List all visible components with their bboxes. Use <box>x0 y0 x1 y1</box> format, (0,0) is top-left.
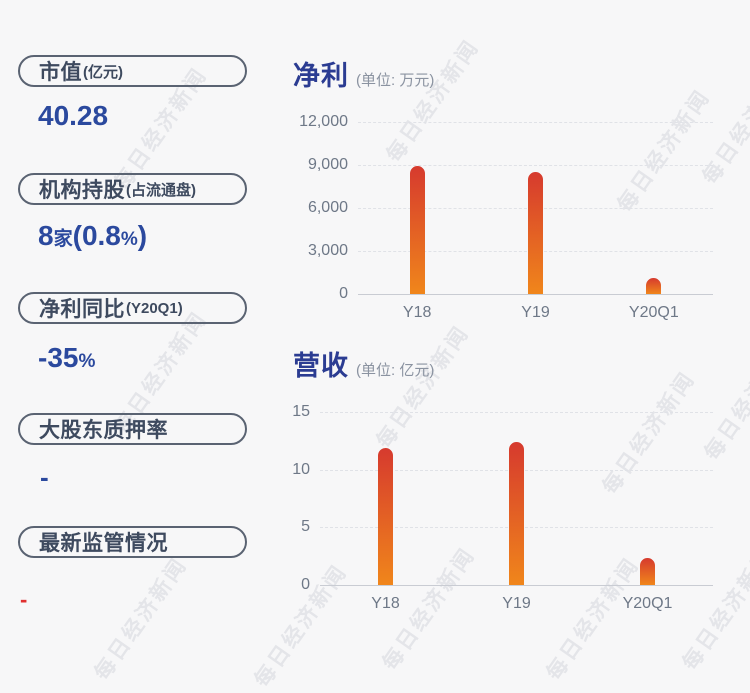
stat-card-pill: 最新监管情况 <box>18 526 247 558</box>
content-layer: 市值 (亿元) 40.28 机构持股 (占流通盘) 8家(0.8%) 净利同比 (Y20Q1)… <box>18 52 745 627</box>
y-tick-label: 5 <box>301 518 310 536</box>
chart-unit-label: (单位: 亿元) <box>356 362 435 379</box>
stat-card-pill: 大股东质押率 <box>18 413 247 445</box>
bar-Y20Q1 <box>640 558 655 585</box>
chart-unit-label: (单位: 万元) <box>356 72 435 89</box>
stat-card-value: - <box>20 587 27 612</box>
x-tick-label: Y20Q1 <box>622 595 673 612</box>
x-tick-label: Y18 <box>402 304 432 321</box>
y-tick-label: 10 <box>292 460 310 478</box>
stat-card-label-suffix: (亿元) <box>83 63 123 81</box>
stat-card-pill: 市值 (亿元) <box>18 55 247 87</box>
y-tick-label: 9,000 <box>307 156 348 173</box>
value-segment: - <box>40 462 49 492</box>
value-segment: 8 <box>38 220 54 251</box>
revenue-chart: 营收 (单位: 亿元) 0 5 10 15 Y18 Y19 Y20Q1 <box>280 342 745 627</box>
value-segment: 家 <box>53 229 73 250</box>
gridline <box>358 165 713 166</box>
infographic: { "watermark": { "text": "每日经济新闻" }, "co… <box>18 35 750 692</box>
stat-card-pill: 净利同比 (Y20Q1) <box>18 292 247 324</box>
y-tick-label: 3,000 <box>307 242 348 259</box>
value-segment: % <box>120 229 138 250</box>
chart-title: 净利 <box>293 61 349 91</box>
bar-Y19 <box>509 441 524 585</box>
x-tick-label: Y19 <box>521 304 550 321</box>
y-tick-label: 0 <box>339 285 348 302</box>
value-segment: % <box>78 351 96 372</box>
stat-card-label: 大股东质押率 <box>39 419 168 442</box>
bar-Y19 <box>528 172 543 294</box>
stat-card-pill: 机构持股 (占流通盘) <box>18 173 247 205</box>
x-tick-label: Y19 <box>502 595 531 612</box>
stat-card-label: 市值 <box>39 61 82 84</box>
x-axis-line <box>320 585 713 586</box>
stat-card-value: - <box>40 462 49 493</box>
bar-Y20Q1 <box>646 277 662 294</box>
y-tick-label: 6,000 <box>307 199 348 216</box>
gridline <box>320 412 713 413</box>
chart-header: 营收 (单位: 亿元) <box>293 344 434 383</box>
stat-card-value: -35% <box>38 342 95 374</box>
x-tick-label: Y18 <box>371 595 400 612</box>
bar-Y18 <box>378 447 393 585</box>
net-profit-chart: 净利 (单位: 万元) 0 3,000 6,000 9,000 12,000 Y18 Y19 Y2… <box>280 52 745 337</box>
value-segment: 40.28 <box>38 100 109 131</box>
x-tick-label: Y20Q1 <box>628 304 679 321</box>
stat-card-label: 机构持股 <box>39 179 125 202</box>
chart-header: 净利 (单位: 万元) <box>293 54 434 93</box>
chart-title: 营收 <box>293 351 349 381</box>
stat-card-value: 8家(0.8%) <box>38 220 147 252</box>
stat-card-value: 40.28 <box>38 100 108 132</box>
stat-card-label-suffix: (占流通盘) <box>126 181 196 199</box>
y-tick-label: 0 <box>301 576 310 593</box>
stat-card-label-suffix: (Y20Q1) <box>126 299 183 317</box>
y-tick-label: 12,000 <box>299 113 348 130</box>
y-tick-label: 15 <box>292 403 310 420</box>
value-segment: ) <box>137 220 148 251</box>
value-segment: -35 <box>38 342 79 373</box>
bar-Y18 <box>409 166 425 294</box>
gridline <box>358 122 713 123</box>
value-segment: - <box>20 587 28 612</box>
x-axis-line <box>358 294 713 295</box>
value-segment: (0.8 <box>72 220 121 251</box>
stat-card-label: 净利同比 <box>39 298 125 321</box>
stat-card-label: 最新监管情况 <box>39 532 168 555</box>
